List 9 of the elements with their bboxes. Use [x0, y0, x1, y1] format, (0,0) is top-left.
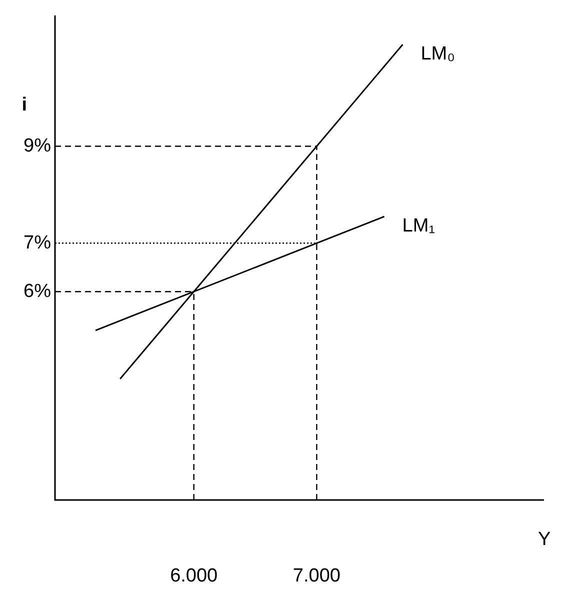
series-label: LM₀	[420, 44, 455, 65]
x-axis-title: Y	[538, 529, 551, 550]
x-tick-label: 6.000	[170, 566, 218, 587]
y-axis-title: i	[22, 94, 27, 116]
series-label: LM₁	[402, 216, 436, 237]
y-tick-label: 7%	[24, 232, 52, 254]
x-tick-label: 7.000	[292, 566, 340, 587]
y-tick-label: 9%	[24, 135, 52, 156]
y-tick-label: 6%	[24, 280, 52, 302]
